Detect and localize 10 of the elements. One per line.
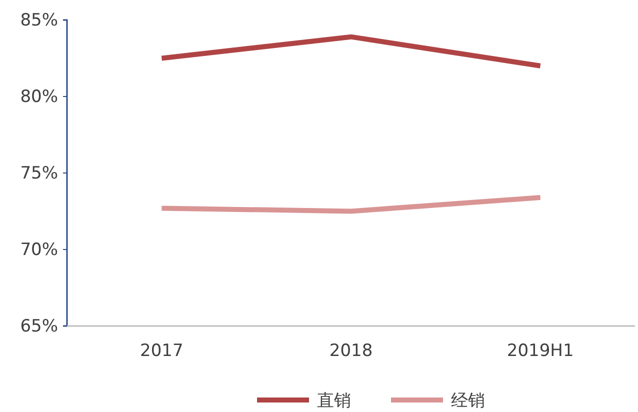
x-tick-label: 2018 [329,341,373,362]
y-tick-label: 75% [20,163,58,184]
x-tick-label: 2017 [140,341,184,362]
y-tick-label: 65% [20,316,58,336]
legend-label: 直销 [317,391,351,411]
x-tick-label: 2019H1 [506,341,574,362]
y-tick-label: 70% [20,240,58,260]
legend-label: 经销 [451,391,485,411]
y-tick-label: 85% [20,10,58,30]
y-tick-label: 80% [20,86,58,107]
